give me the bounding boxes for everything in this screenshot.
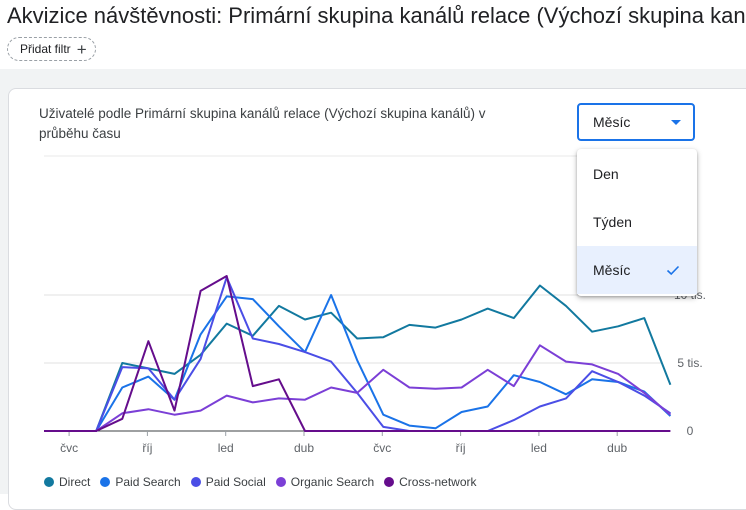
x-tick-label: říj xyxy=(142,441,152,455)
y-tick-label: 0 xyxy=(687,424,694,438)
y-tick-label: 5 tis. xyxy=(677,356,702,370)
chart-title: Uživatelé podle Primární skupina kanálů … xyxy=(39,106,486,141)
menu-item-den[interactable]: Den xyxy=(577,150,697,198)
x-tick-label: led xyxy=(531,441,547,455)
chart-legend: Direct Paid Search Paid Social Organic Sear… xyxy=(44,475,477,489)
legend-color-dot xyxy=(100,477,111,487)
menu-item-mesic[interactable]: Měsíc xyxy=(577,246,697,294)
menu-item-tyden[interactable]: Týden xyxy=(577,198,697,246)
x-tick-label: dub xyxy=(607,441,627,455)
page-title: Akvizice návštěvnosti: Primární skupina … xyxy=(7,3,746,28)
menu-item-label: Týden xyxy=(593,214,632,230)
series-line-cross-network xyxy=(44,275,671,432)
legend-item: Organic Search xyxy=(275,475,375,489)
x-tick-label: říj xyxy=(456,441,466,455)
plus-icon: + xyxy=(76,39,87,59)
add-filter-label: Přidat filtr xyxy=(20,42,71,56)
legend-item: Direct xyxy=(44,475,90,489)
legend-label: Paid Social xyxy=(205,475,266,489)
legend-color-dot xyxy=(190,477,201,487)
x-tick-label: čvc xyxy=(60,441,78,455)
x-tick-label: led xyxy=(218,441,234,455)
legend-label: Cross-network xyxy=(399,475,477,489)
x-tick-label: čvc xyxy=(373,441,391,455)
legend-item: Cross-network xyxy=(384,475,477,489)
legend-label: Paid Search xyxy=(115,475,181,489)
menu-item-label: Měsíc xyxy=(593,262,631,278)
series-line-paid-social xyxy=(44,276,671,432)
check-icon xyxy=(666,265,680,276)
menu-item-label: Den xyxy=(593,166,619,182)
granularity-menu: Den Týden Měsíc xyxy=(577,149,697,296)
legend-item: Paid Social xyxy=(190,475,266,489)
granularity-select[interactable]: Měsíc xyxy=(577,103,695,141)
legend-item: Paid Search xyxy=(100,475,181,489)
x-tick-label: dub xyxy=(294,441,314,455)
granularity-select-value: Měsíc xyxy=(593,114,631,130)
legend-label: Organic Search xyxy=(290,475,375,489)
dropdown-arrow-icon xyxy=(671,120,681,125)
series-line-paid-search xyxy=(44,294,672,432)
legend-color-dot xyxy=(44,477,54,487)
legend-color-dot xyxy=(384,477,395,487)
series-line-organic-search xyxy=(44,344,672,432)
legend-color-dot xyxy=(275,477,286,487)
legend-label: Direct xyxy=(59,475,91,489)
add-filter-button[interactable]: Přidat filtr + xyxy=(7,37,96,61)
